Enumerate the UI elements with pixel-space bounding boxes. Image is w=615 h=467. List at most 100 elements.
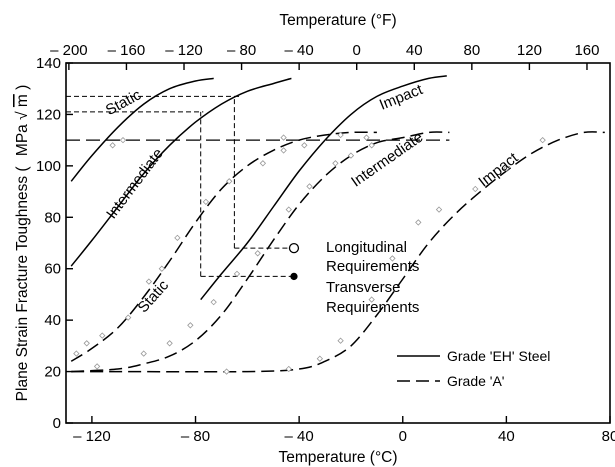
- data-point: [363, 134, 370, 141]
- svg-text:Plane Strain Fracture Toughnes: Plane Strain Fracture Toughness ( MPa √ …: [14, 85, 31, 402]
- y-axis-title-root-sign: √: [14, 111, 31, 120]
- data-point: [259, 160, 267, 167]
- data-point: [415, 219, 422, 226]
- x2-tick-label: – 200: [50, 42, 88, 59]
- data-point: [158, 265, 166, 272]
- x-tick-label: 80: [602, 428, 615, 445]
- x2-tick-label: 0: [353, 42, 361, 59]
- data-point: [316, 355, 324, 362]
- data-point: [280, 134, 287, 141]
- x2-tick-label: – 120: [165, 42, 203, 59]
- data-point: [306, 183, 313, 190]
- svg-text:Requirements: Requirements: [326, 258, 419, 275]
- x2-tick-label: – 80: [227, 42, 256, 59]
- requirement-reference-lines: [66, 95, 450, 281]
- x2-tick-label: – 160: [108, 42, 146, 59]
- data-point: [166, 340, 173, 347]
- curve-labels: Static Intermediate Impact Static Intermedia…: [103, 81, 522, 316]
- data-point: [280, 147, 287, 154]
- curve-a-impact: [71, 131, 605, 373]
- svg-text:Longitudinal: Longitudinal: [326, 239, 407, 256]
- curve-a-static: [70, 131, 377, 362]
- data-point: [93, 363, 101, 370]
- x2-tick-label: 120: [517, 42, 542, 59]
- x-tick-label: 0: [399, 428, 407, 445]
- data-point: [435, 206, 443, 213]
- data-point: [389, 255, 396, 262]
- y-axis-title-suffix: ): [14, 85, 31, 90]
- curve-a-intermediate: [71, 131, 450, 373]
- y-tick-label: 60: [44, 261, 61, 278]
- data-point: [368, 142, 375, 149]
- data-point: [332, 160, 339, 167]
- data-point: [337, 337, 344, 344]
- data-point: [119, 136, 127, 144]
- svg-text:Requirements: Requirements: [326, 299, 419, 316]
- curve-label: Intermediate: [348, 129, 426, 191]
- legend-label-eh: Grade 'EH' Steel: [447, 348, 550, 364]
- data-point: [174, 234, 181, 242]
- data-point: [83, 340, 90, 347]
- y-axis-title-root: m: [14, 94, 31, 107]
- data-point: [539, 136, 546, 144]
- x-tick-label: – 80: [181, 428, 210, 445]
- curve-label: Intermediate: [103, 145, 167, 222]
- x2-tick-label: – 40: [285, 42, 314, 59]
- curve-label: Impact: [377, 81, 426, 114]
- data-point: [233, 270, 241, 278]
- x-tick-label: – 120: [73, 428, 111, 445]
- x2-tick-label: 40: [406, 42, 423, 59]
- data-point: [301, 142, 308, 149]
- legend-label-a: Grade 'A': [447, 373, 504, 389]
- top-axis-title: Temperature (°F): [279, 12, 396, 29]
- legend: Grade 'EH' Steel Grade 'A': [397, 348, 550, 389]
- top-axis-ticks: – 200 – 160 – 120 – 80 – 40 0 40 80 120 160: [50, 42, 599, 70]
- toughness-curves: [70, 75, 605, 373]
- data-point: [368, 296, 375, 303]
- y-axis-title-unit: MPa: [14, 124, 31, 156]
- x2-tick-label: 160: [574, 42, 599, 59]
- curve-eh-static: [70, 77, 214, 182]
- curve-label: Impact: [475, 149, 522, 191]
- bottom-axis-title: Temperature (°C): [278, 449, 397, 466]
- left-axis-ticks: 0 20 40 60 80 100 120 140: [36, 55, 73, 432]
- data-point: [285, 365, 292, 373]
- data-point: [140, 350, 147, 357]
- data-point: [145, 278, 153, 285]
- y-axis-title: Plane Strain Fracture Toughness ( MPa √ …: [14, 85, 31, 402]
- svg-text:Transverse: Transverse: [326, 279, 400, 296]
- y-tick-label: 20: [44, 364, 61, 381]
- y-tick-label: 140: [36, 55, 61, 72]
- y-tick-label: 100: [36, 158, 61, 175]
- data-point: [223, 368, 230, 375]
- data-point: [347, 152, 355, 159]
- data-point: [503, 165, 510, 172]
- data-point: [109, 142, 116, 149]
- data-point: [210, 298, 217, 306]
- y-axis-title-prefix: Plane Strain Fracture Toughness (: [14, 166, 31, 402]
- bottom-axis-ticks: – 120 – 80 – 40 0 40 80: [73, 416, 615, 445]
- data-point: [125, 314, 132, 321]
- y-tick-label: 120: [36, 106, 61, 123]
- x-tick-label: 40: [498, 428, 515, 445]
- data-point: [73, 350, 80, 357]
- data-point: [99, 332, 106, 339]
- curve-label: Static: [134, 277, 172, 317]
- transverse-requirements-label: Transverse Requirements: [326, 279, 419, 316]
- longitudinal-requirements-label: Longitudinal Requirements: [326, 239, 419, 275]
- curve-label: Static: [103, 86, 145, 119]
- data-point: [285, 206, 292, 213]
- data-point: [202, 198, 210, 206]
- y-tick-label: 80: [44, 209, 61, 226]
- y-tick-label: 0: [53, 415, 61, 432]
- x2-tick-label: 80: [463, 42, 480, 59]
- transverse-requirement-marker: [290, 272, 298, 281]
- curve-eh-intermediate: [70, 77, 292, 267]
- longitudinal-requirement-marker: [288, 242, 300, 254]
- data-point: [254, 250, 261, 257]
- curve-eh-impact: [200, 75, 447, 301]
- data-point: [187, 322, 194, 329]
- y-tick-label: 40: [44, 312, 61, 329]
- data-point: [337, 131, 344, 139]
